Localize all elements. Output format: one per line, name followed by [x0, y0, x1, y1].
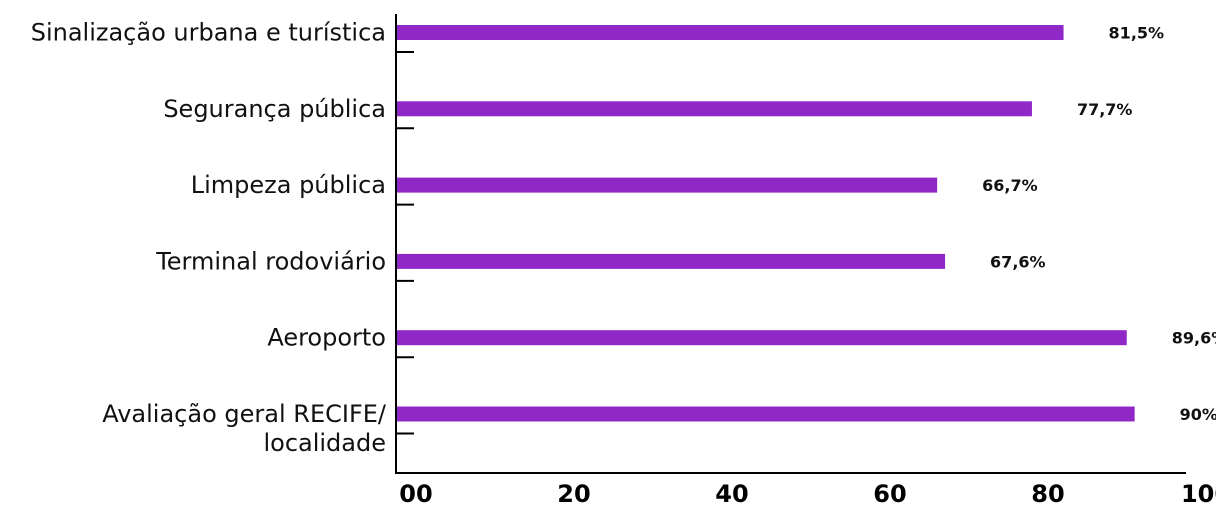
x-tick-label: 80: [1031, 480, 1064, 506]
x-tick-label: 40: [715, 480, 748, 506]
bar: [396, 406, 1135, 422]
value-label: 81,5%: [1109, 24, 1165, 43]
category-label: Aeroporto: [267, 324, 386, 352]
x-tick-label: 100: [1181, 480, 1216, 506]
value-label: 67,6%: [990, 252, 1046, 271]
category-label: Limpeza pública: [191, 171, 386, 199]
bar: [396, 330, 1127, 346]
value-label: 66,7%: [982, 176, 1038, 195]
x-tick-label: 60: [873, 480, 906, 506]
labels-layer: Sinalização urbana e turística 81,5% Segur…: [31, 19, 1216, 506]
bar: [396, 177, 938, 193]
category-label: Avaliação geral RECIFE/: [102, 400, 387, 428]
bars-layer: [396, 25, 1135, 422]
category-label: Sinalização urbana e turística: [31, 19, 386, 47]
x-tick-label: 20: [557, 480, 590, 506]
category-label: Segurança pública: [163, 95, 386, 123]
axes: [395, 14, 1186, 474]
x-tick-label: 00: [399, 480, 432, 506]
category-label: localidade: [263, 429, 386, 457]
value-label: 90%: [1180, 405, 1216, 424]
value-label: 77,7%: [1077, 100, 1133, 119]
value-label: 89,6%: [1172, 329, 1216, 348]
category-label: Terminal rodoviário: [155, 247, 386, 275]
bar: [396, 101, 1032, 117]
bar: [396, 253, 946, 269]
bar: [396, 25, 1064, 40]
